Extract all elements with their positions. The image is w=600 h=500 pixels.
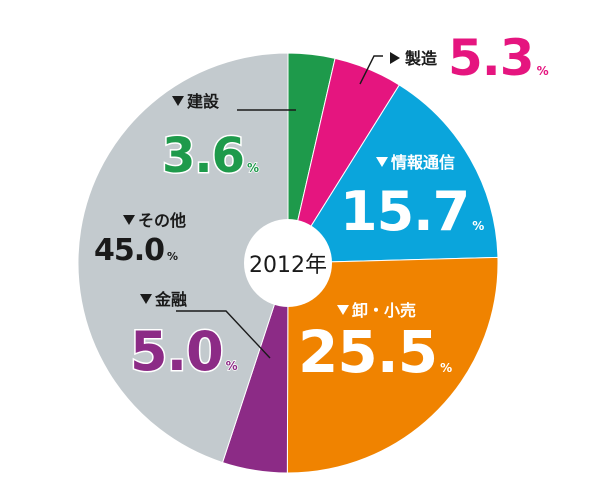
slice-value-ict: 15.7% [340,180,484,243]
triangle-marker-finance [140,294,152,304]
pie-slices [77,52,499,474]
slice-name-construction: 建設 [187,92,220,111]
slice-value-other: 45.0% [94,233,178,268]
slice-value-manufacturing: 5.3% [448,29,549,87]
slice-name-wholesale-retail: 卸・小売 [352,301,416,320]
slice-name-other: その他 [138,211,186,230]
triangle-marker-construction [172,96,184,106]
slice-value-wholesale-retail: 25.5% [298,318,452,386]
leader-line-manufacturing [359,55,383,85]
slice-name-ict: 情報通信 [391,153,455,172]
slice-value-construction: 3.6% [162,128,259,184]
slice-name-manufacturing: 製造 [404,49,438,68]
slice-name-finance: 金融 [154,290,187,309]
slice-value-finance: 5.0% [130,320,238,383]
center-hole [244,219,332,307]
triangle-marker-manufacturing [390,52,400,64]
chart-year-label: 2012年 [249,253,327,278]
pie-slice-ict [287,84,499,264]
pie-slice-other [77,52,289,464]
leader-lines [176,55,383,359]
triangle-marker-wholesale-retail [337,305,349,315]
triangle-marker-ict [376,157,388,167]
leader-line-finance [176,310,271,359]
triangle-marker-other [123,215,135,225]
pie-slice-wholesale-retail [286,256,499,474]
